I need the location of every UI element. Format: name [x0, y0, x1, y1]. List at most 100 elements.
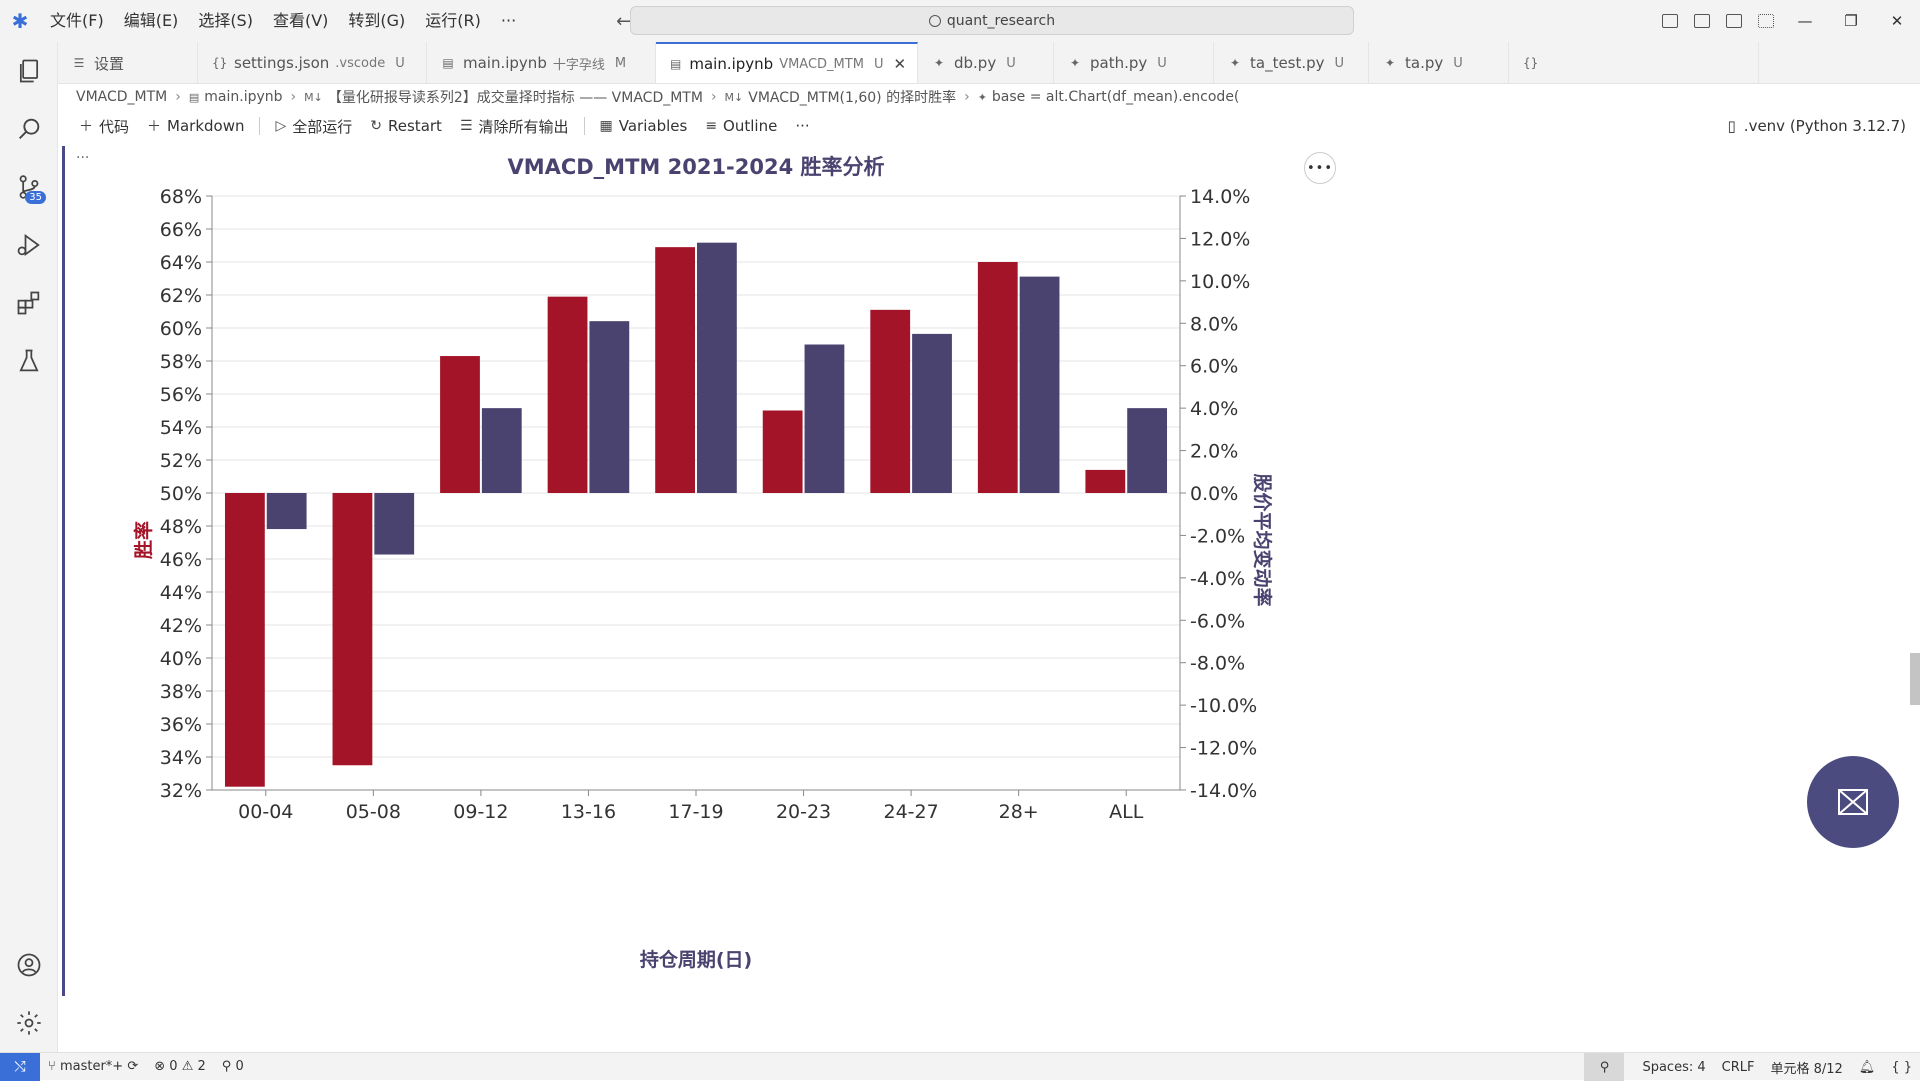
eol-status[interactable]: CRLF	[1721, 1059, 1755, 1075]
chevron-right-icon: ›	[964, 89, 970, 105]
remote-indicator-icon[interactable]: ⤭	[0, 1052, 40, 1081]
editor-scrollbar-thumb[interactable]	[1910, 653, 1920, 705]
variables-label: Variables	[618, 117, 688, 135]
back-arrow-icon[interactable]: ←	[616, 10, 632, 32]
y-right-tick-label: -4.0%	[1190, 568, 1245, 590]
restore-button[interactable]: ❐	[1844, 12, 1858, 30]
tab-description: .vscode	[335, 55, 386, 71]
chevron-right-icon: ›	[175, 89, 181, 105]
x-tick-label: ALL	[1109, 801, 1144, 823]
breadcrumb-code-cell[interactable]: base = alt.Chart(df_mean).encode(	[991, 89, 1240, 105]
bar-price-change	[1019, 276, 1060, 493]
breadcrumb-heading-2[interactable]: VMACD_MTM(1,60) 的择时胜率	[748, 90, 957, 106]
menu-view[interactable]: 查看(V)	[272, 11, 329, 30]
breadcrumb-file[interactable]: main.ipynb	[204, 89, 283, 105]
manage-gear-icon[interactable]	[0, 994, 58, 1052]
problems-indicator[interactable]: ⊗ 0 ⚠ 2	[146, 1059, 214, 1074]
chart-title: VMACD_MTM 2021-2024 胜率分析	[507, 155, 884, 179]
y-left-tick-label: 54%	[160, 417, 202, 439]
bar-price-change	[804, 344, 845, 493]
clear-outputs-button[interactable]: ☰ 清除所有输出	[451, 116, 578, 137]
zoom-magnifier-icon[interactable]: ⚲	[1584, 1053, 1625, 1081]
command-center-search[interactable]: quant_research	[630, 6, 1354, 35]
tab-settings[interactable]: ☰ 设置	[58, 42, 198, 83]
source-control-icon[interactable]: 35	[0, 158, 58, 216]
y-left-tick-label: 46%	[160, 549, 202, 571]
close-tab-icon[interactable]: ✕	[893, 55, 907, 73]
bar-price-change	[266, 493, 307, 530]
tab-overflow-blurred[interactable]: {}	[1509, 42, 1759, 83]
customize-layout-icon[interactable]	[1758, 14, 1774, 28]
python-icon: ✦	[977, 90, 987, 104]
toolbar-more-button[interactable]: ···	[795, 117, 810, 135]
extensions-icon[interactable]	[0, 274, 58, 332]
kernel-picker[interactable]: ▯ .venv (Python 3.12.7)	[1728, 110, 1906, 142]
markdown-icon: M↓	[724, 90, 744, 104]
branch-icon: ⑂	[48, 1059, 56, 1074]
breadcrumb-heading-1[interactable]: 【量化研报导读系列2】成交量择时指标 —— VMACD_MTM	[327, 90, 703, 106]
menu-more[interactable]: ···	[500, 11, 517, 30]
indentation-status[interactable]: Spaces: 4	[1642, 1059, 1706, 1075]
tab-settings-json[interactable]: {} settings.json .vscode U	[198, 42, 427, 83]
toggle-sidebar-icon[interactable]	[1662, 14, 1678, 28]
tab-label: main.ipynb	[463, 54, 547, 72]
tab-state: U	[395, 55, 405, 71]
envelope-icon	[1838, 789, 1868, 815]
notifications-bell-icon[interactable]: 🔔︎	[1858, 1059, 1876, 1075]
run-all-button[interactable]: ▷ 全部运行	[266, 116, 361, 137]
menu-selection[interactable]: 选择(S)	[198, 11, 253, 30]
bar-win-rate	[762, 410, 803, 493]
bar-win-rate	[870, 309, 911, 493]
cell-output-ellipsis[interactable]: ···	[76, 150, 90, 166]
breadcrumb-folder[interactable]: VMACD_MTM	[76, 89, 168, 105]
y-right-tick-label: -8.0%	[1190, 653, 1245, 675]
bar-price-change	[912, 333, 952, 493]
explorer-icon[interactable]	[0, 42, 58, 100]
tab-main-ipynb-vmacd[interactable]: ▤ main.ipynb VMACD_MTM U ✕	[656, 42, 918, 83]
x-tick-label: 20-23	[776, 801, 831, 823]
add-markdown-label: Markdown	[167, 117, 245, 135]
close-window-button[interactable]: ✕	[1890, 12, 1904, 30]
x-tick-label: 24-27	[884, 801, 939, 823]
run-all-label: 全部运行	[292, 117, 353, 136]
search-icon[interactable]	[0, 100, 58, 158]
y-left-tick-label: 52%	[160, 450, 202, 472]
bar-win-rate	[1085, 469, 1126, 493]
tab-ta-test-py[interactable]: ✦ ta_test.py U	[1214, 42, 1369, 83]
menu-go[interactable]: 转到(G)	[348, 11, 406, 30]
menu-run[interactable]: 运行(R)	[425, 11, 481, 30]
accounts-icon[interactable]	[0, 936, 58, 994]
tab-ta-py[interactable]: ✦ ta.py U	[1369, 42, 1509, 83]
activity-bar: 35	[0, 42, 58, 1052]
chart-actions-menu-button[interactable]: •••	[1304, 152, 1336, 184]
plus-icon: ＋	[79, 119, 93, 135]
restart-kernel-button[interactable]: ↻ Restart	[361, 117, 451, 135]
add-markdown-cell-button[interactable]: ＋ Markdown	[138, 116, 253, 136]
menu-file[interactable]: 文件(F)	[50, 11, 104, 30]
variables-button[interactable]: ▦ Variables	[591, 117, 697, 135]
tab-state: M	[614, 55, 627, 71]
sync-icon: ⟳	[127, 1059, 139, 1074]
add-code-cell-button[interactable]: ＋ 代码	[70, 116, 138, 137]
git-branch[interactable]: ⑂ master*+ ⟳	[40, 1059, 146, 1074]
menu-edit[interactable]: 编辑(E)	[123, 11, 179, 30]
cell-position-status[interactable]: 单元格 8/12	[1770, 1061, 1843, 1077]
minimize-button[interactable]: —	[1797, 12, 1813, 30]
copilot-braces-icon[interactable]: { }	[1891, 1059, 1912, 1075]
tab-path-py[interactable]: ✦ path.py U	[1054, 42, 1214, 83]
bar-price-change	[374, 493, 415, 555]
tab-db-py[interactable]: ✦ db.py U	[918, 42, 1054, 83]
bar-win-rate	[224, 493, 265, 787]
outline-button[interactable]: ≡ Outline	[696, 117, 786, 135]
testing-flask-icon[interactable]	[0, 332, 58, 390]
toggle-secondary-sidebar-icon[interactable]	[1726, 14, 1742, 28]
toggle-panel-icon[interactable]	[1694, 14, 1710, 28]
tab-main-ipynb-shizi[interactable]: ▤ main.ipynb 十字孕线 M	[427, 42, 656, 83]
ports-indicator[interactable]: ⚲ 0	[214, 1059, 252, 1074]
floating-widget-button[interactable]	[1807, 756, 1899, 848]
y-right-tick-label: -2.0%	[1190, 525, 1245, 547]
run-debug-icon[interactable]	[0, 216, 58, 274]
restart-icon: ↻	[370, 118, 383, 134]
y-left-tick-label: 56%	[160, 384, 202, 406]
kernel-icon: ▯	[1727, 117, 1736, 135]
